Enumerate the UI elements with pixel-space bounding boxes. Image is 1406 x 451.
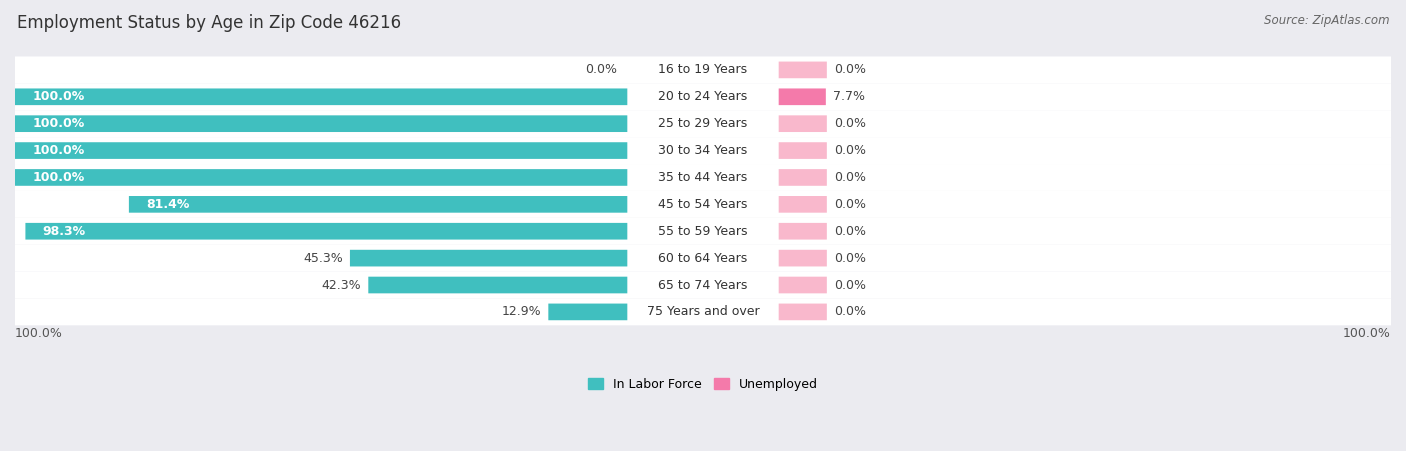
- FancyBboxPatch shape: [779, 250, 827, 267]
- Text: 100.0%: 100.0%: [32, 171, 84, 184]
- FancyBboxPatch shape: [15, 142, 627, 159]
- FancyBboxPatch shape: [15, 115, 627, 132]
- FancyBboxPatch shape: [25, 223, 627, 239]
- FancyBboxPatch shape: [779, 223, 827, 239]
- Text: 75 Years and over: 75 Years and over: [647, 305, 759, 318]
- Text: 55 to 59 Years: 55 to 59 Years: [658, 225, 748, 238]
- Text: 30 to 34 Years: 30 to 34 Years: [658, 144, 748, 157]
- Text: 0.0%: 0.0%: [585, 64, 617, 76]
- Text: 65 to 74 Years: 65 to 74 Years: [658, 279, 748, 291]
- FancyBboxPatch shape: [548, 304, 627, 320]
- Text: 35 to 44 Years: 35 to 44 Years: [658, 171, 748, 184]
- FancyBboxPatch shape: [15, 164, 1391, 191]
- Text: 0.0%: 0.0%: [834, 144, 866, 157]
- Legend: In Labor Force, Unemployed: In Labor Force, Unemployed: [583, 373, 823, 396]
- FancyBboxPatch shape: [15, 83, 1391, 110]
- FancyBboxPatch shape: [779, 115, 827, 132]
- Text: 25 to 29 Years: 25 to 29 Years: [658, 117, 748, 130]
- Text: 100.0%: 100.0%: [32, 144, 84, 157]
- Text: Source: ZipAtlas.com: Source: ZipAtlas.com: [1264, 14, 1389, 27]
- Text: 42.3%: 42.3%: [322, 279, 361, 291]
- Text: 0.0%: 0.0%: [834, 171, 866, 184]
- Text: 0.0%: 0.0%: [834, 64, 866, 76]
- FancyBboxPatch shape: [15, 137, 1391, 164]
- FancyBboxPatch shape: [368, 276, 627, 293]
- FancyBboxPatch shape: [15, 272, 1391, 299]
- FancyBboxPatch shape: [15, 245, 1391, 272]
- Text: 100.0%: 100.0%: [32, 117, 84, 130]
- FancyBboxPatch shape: [779, 196, 827, 213]
- FancyBboxPatch shape: [779, 88, 825, 105]
- FancyBboxPatch shape: [15, 299, 1391, 325]
- Text: 0.0%: 0.0%: [834, 198, 866, 211]
- FancyBboxPatch shape: [15, 191, 1391, 218]
- Text: 0.0%: 0.0%: [834, 305, 866, 318]
- FancyBboxPatch shape: [15, 169, 627, 186]
- FancyBboxPatch shape: [779, 142, 827, 159]
- Text: 98.3%: 98.3%: [42, 225, 86, 238]
- Text: 0.0%: 0.0%: [834, 225, 866, 238]
- Text: 60 to 64 Years: 60 to 64 Years: [658, 252, 748, 265]
- Text: 7.7%: 7.7%: [832, 90, 865, 103]
- FancyBboxPatch shape: [15, 88, 627, 105]
- Text: 20 to 24 Years: 20 to 24 Years: [658, 90, 748, 103]
- FancyBboxPatch shape: [350, 250, 627, 267]
- Text: 0.0%: 0.0%: [834, 117, 866, 130]
- Text: 0.0%: 0.0%: [834, 279, 866, 291]
- FancyBboxPatch shape: [779, 62, 827, 78]
- Text: 100.0%: 100.0%: [1343, 327, 1391, 341]
- FancyBboxPatch shape: [779, 169, 827, 186]
- FancyBboxPatch shape: [779, 304, 827, 320]
- FancyBboxPatch shape: [15, 110, 1391, 137]
- Text: 0.0%: 0.0%: [834, 252, 866, 265]
- Text: 16 to 19 Years: 16 to 19 Years: [658, 64, 748, 76]
- FancyBboxPatch shape: [15, 56, 1391, 83]
- Text: Employment Status by Age in Zip Code 46216: Employment Status by Age in Zip Code 462…: [17, 14, 401, 32]
- Text: 100.0%: 100.0%: [15, 327, 63, 341]
- Text: 45.3%: 45.3%: [304, 252, 343, 265]
- Text: 45 to 54 Years: 45 to 54 Years: [658, 198, 748, 211]
- FancyBboxPatch shape: [129, 196, 627, 213]
- FancyBboxPatch shape: [15, 218, 1391, 245]
- Text: 12.9%: 12.9%: [502, 305, 541, 318]
- Text: 100.0%: 100.0%: [32, 90, 84, 103]
- FancyBboxPatch shape: [779, 276, 827, 293]
- Text: 81.4%: 81.4%: [146, 198, 190, 211]
